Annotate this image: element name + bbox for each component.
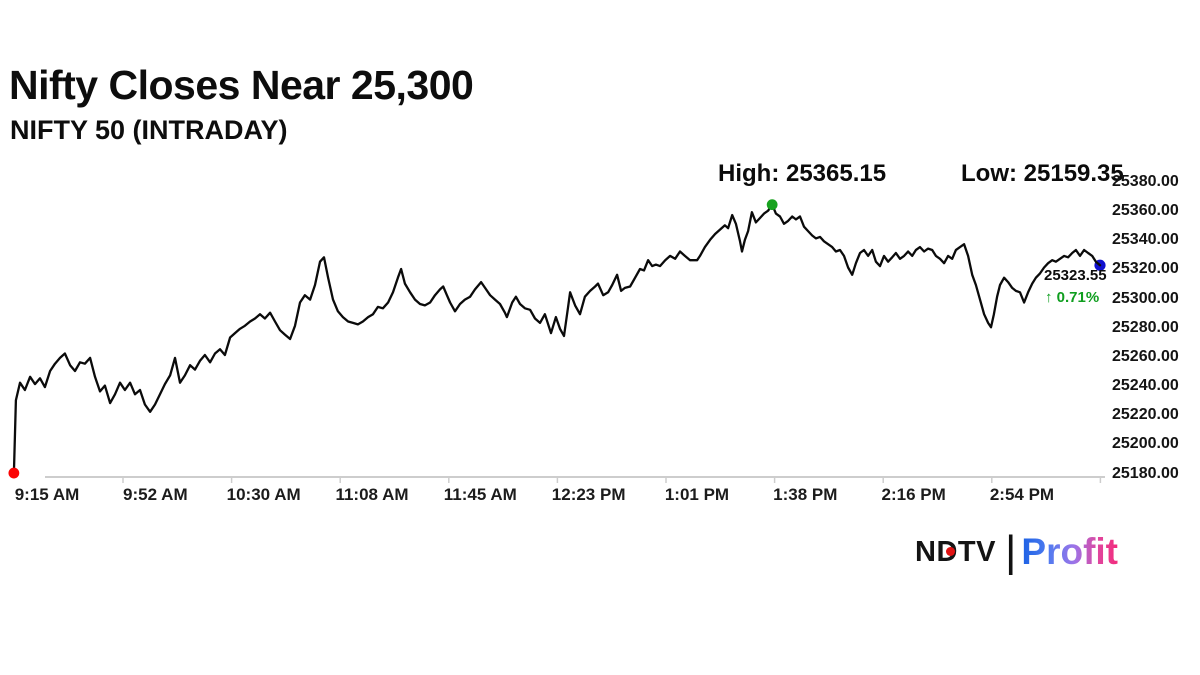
high-marker [766,199,778,211]
profit-logo-text: Profit [1021,531,1118,572]
y-tick-label: 25380.00 [1112,173,1179,190]
x-tick-label: 12:23 PM [551,485,626,504]
y-tick-label: 25260.00 [1112,347,1179,365]
change-percent-label: ↑ 0.71% [1045,289,1099,306]
y-tick-label: 25240.00 [1112,377,1179,395]
y-tick-label: 25300.00 [1112,289,1179,307]
ndtv-logo-text: NDTV [915,535,996,568]
chart-subtitle: NIFTY 50 (INTRADAY) [10,115,288,145]
y-tick-label: 25340.00 [1112,231,1179,249]
up-arrow-icon: ↑ [1045,289,1053,306]
ndtv-profit-logo: NDTV | Profit [915,529,1118,575]
x-tick-label: 9:15 AM [14,485,80,504]
page-title: Nifty Closes Near 25,300 [9,62,474,108]
change-percent-value: 0.71% [1056,289,1100,306]
last-price-label: 25323.55 [1044,267,1107,284]
y-tick-label: 25180.00 [1112,464,1179,482]
logo-separator: | [1004,527,1017,576]
x-tick-label: 11:08 AM [335,485,409,504]
day-high-label: High: 25365.15 [718,160,887,187]
nifty-price-line [12,203,1102,475]
ndtv-red-dot-icon [946,546,955,556]
open-marker [8,467,20,479]
x-tick-label: 2:16 PM [881,485,946,504]
x-tick-label: 1:01 PM [664,485,730,504]
y-tick-label: 25320.00 [1112,260,1179,278]
x-tick-label: 11:45 AM [443,485,517,504]
y-tick-label: 25220.00 [1112,406,1179,424]
x-tick-label: 2:54 PM [989,485,1055,504]
y-tick-label: 25280.00 [1112,318,1179,336]
y-tick-label: 25200.00 [1112,435,1179,453]
day-low-label: Low: 25159.35 [961,160,1124,187]
y-tick-label: 25360.00 [1112,202,1179,220]
x-tick-label: 9:52 AM [123,485,188,504]
x-tick-label: 1:38 PM [773,485,838,504]
x-tick-label: 10:30 AM [226,485,301,504]
